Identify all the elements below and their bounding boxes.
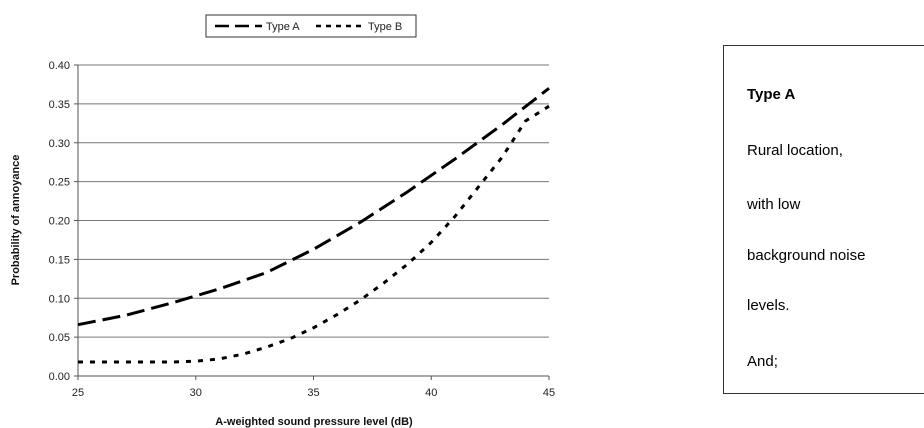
info-box-line: background noise [747, 247, 866, 264]
y-tick-label: 0.15 [49, 254, 70, 266]
x-axis-title: A-weighted sound pressure level (dB) [215, 416, 413, 428]
data-point-type-b [195, 360, 197, 362]
y-tick-label: 0.40 [49, 60, 70, 72]
data-point-type-a [171, 302, 173, 304]
x-tick-label: 45 [543, 387, 555, 399]
data-point-type-b [124, 361, 126, 363]
y-tick-label: 0.10 [49, 293, 70, 305]
data-point-type-b [360, 299, 362, 301]
legend-label-type-a: Type A [266, 21, 300, 33]
data-point-type-a [124, 314, 126, 316]
data-point-type-a [265, 272, 267, 274]
y-tick-labels: 0.00 0.05 0.10 0.15 0.20 0.25 0.30 0.35 0.40 [49, 60, 70, 383]
data-point-type-a [313, 248, 315, 250]
y-tick-label: 0.00 [49, 371, 70, 383]
info-box-heading: Type A [747, 86, 796, 103]
data-point-type-a [218, 288, 220, 290]
legend-label-type-b: Type B [368, 21, 402, 33]
info-box-line: Rural location, [747, 142, 843, 159]
y-tick-label: 0.25 [49, 177, 70, 189]
chart-axes [74, 64, 550, 380]
info-box-line: with low [747, 196, 801, 213]
series-line-type-a [77, 87, 550, 327]
data-point-type-b [242, 353, 244, 355]
x-tick-label: 35 [307, 387, 319, 399]
x-tick-label: 30 [190, 387, 202, 399]
legend: Type A Type B [205, 14, 417, 38]
info-box: Type A Rural location, with low backgrou… [723, 45, 924, 394]
x-tick-label: 40 [425, 387, 437, 399]
y-tick-label: 0.20 [49, 216, 70, 228]
grid-lines [78, 64, 549, 338]
y-tick-label: 0.05 [49, 332, 70, 344]
series-layer [77, 87, 550, 364]
data-point-type-b [407, 263, 409, 265]
y-tick-label: 0.30 [49, 138, 70, 150]
y-axis-title: Probability of annoyance [10, 155, 22, 286]
info-box-line: levels. [747, 297, 790, 314]
data-point-type-b [171, 361, 173, 363]
x-tick-labels: 25 30 35 40 45 [72, 387, 555, 399]
info-box-line: And; [747, 353, 778, 370]
data-point-type-b [289, 338, 291, 340]
series-line-type-b [78, 104, 550, 364]
x-tick-label: 25 [72, 387, 84, 399]
data-point-type-b [265, 346, 267, 348]
y-tick-label: 0.35 [49, 99, 70, 111]
legend-frame [205, 14, 417, 38]
data-point-type-b [218, 358, 220, 360]
